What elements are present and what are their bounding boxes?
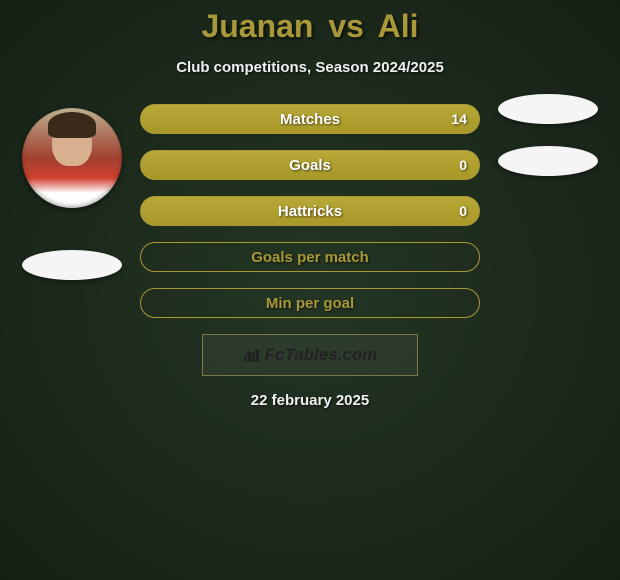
stat-value: 0	[459, 203, 467, 219]
stat-bar: Goals 0	[140, 150, 480, 180]
stat-bar: Matches 14	[140, 104, 480, 134]
stat-label: Goals per match	[251, 249, 369, 266]
logo-box[interactable]: FcTables.com	[202, 334, 418, 376]
date-label: 22 february 2025	[0, 392, 620, 409]
player2-name: Ali	[378, 8, 419, 44]
player1-name: Juanan	[201, 8, 313, 44]
player1-column	[22, 108, 122, 280]
stat-value: 0	[459, 157, 467, 173]
stat-label: Goals	[289, 157, 331, 174]
player1-avatar	[22, 108, 122, 208]
player2-column	[498, 94, 598, 176]
vs-label: vs	[328, 8, 364, 44]
logo: FcTables.com	[243, 345, 378, 365]
stat-label: Min per goal	[266, 295, 354, 312]
stat-value: 14	[451, 111, 467, 127]
comparison-widget: Juanan vs Ali Club competitions, Season …	[0, 0, 620, 409]
content-row: Matches 14 Goals 0 Hattricks 0 Goals per match…	[0, 104, 620, 318]
stat-bar: Hattricks 0	[140, 196, 480, 226]
stat-label: Matches	[280, 111, 340, 128]
bar-chart-icon	[243, 347, 263, 363]
player2-badge-1	[498, 94, 598, 124]
player1-badge	[22, 250, 122, 280]
stats-bars: Matches 14 Goals 0 Hattricks 0 Goals per match…	[140, 104, 480, 318]
player2-badge-2	[498, 146, 598, 176]
stat-label: Hattricks	[278, 203, 342, 220]
page-title: Juanan vs Ali	[0, 8, 620, 45]
stat-bar: Goals per match	[140, 242, 480, 272]
subtitle: Club competitions, Season 2024/2025	[0, 59, 620, 76]
logo-text: FcTables.com	[265, 345, 378, 365]
stat-bar: Min per goal	[140, 288, 480, 318]
